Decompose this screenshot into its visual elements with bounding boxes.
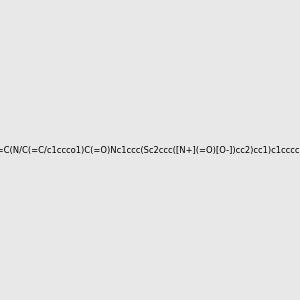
Text: O=C(N/C(=C/c1ccco1)C(=O)Nc1ccc(Sc2ccc([N+](=O)[O-])cc2)cc1)c1ccccc1: O=C(N/C(=C/c1ccco1)C(=O)Nc1ccc(Sc2ccc([N… <box>0 146 300 154</box>
